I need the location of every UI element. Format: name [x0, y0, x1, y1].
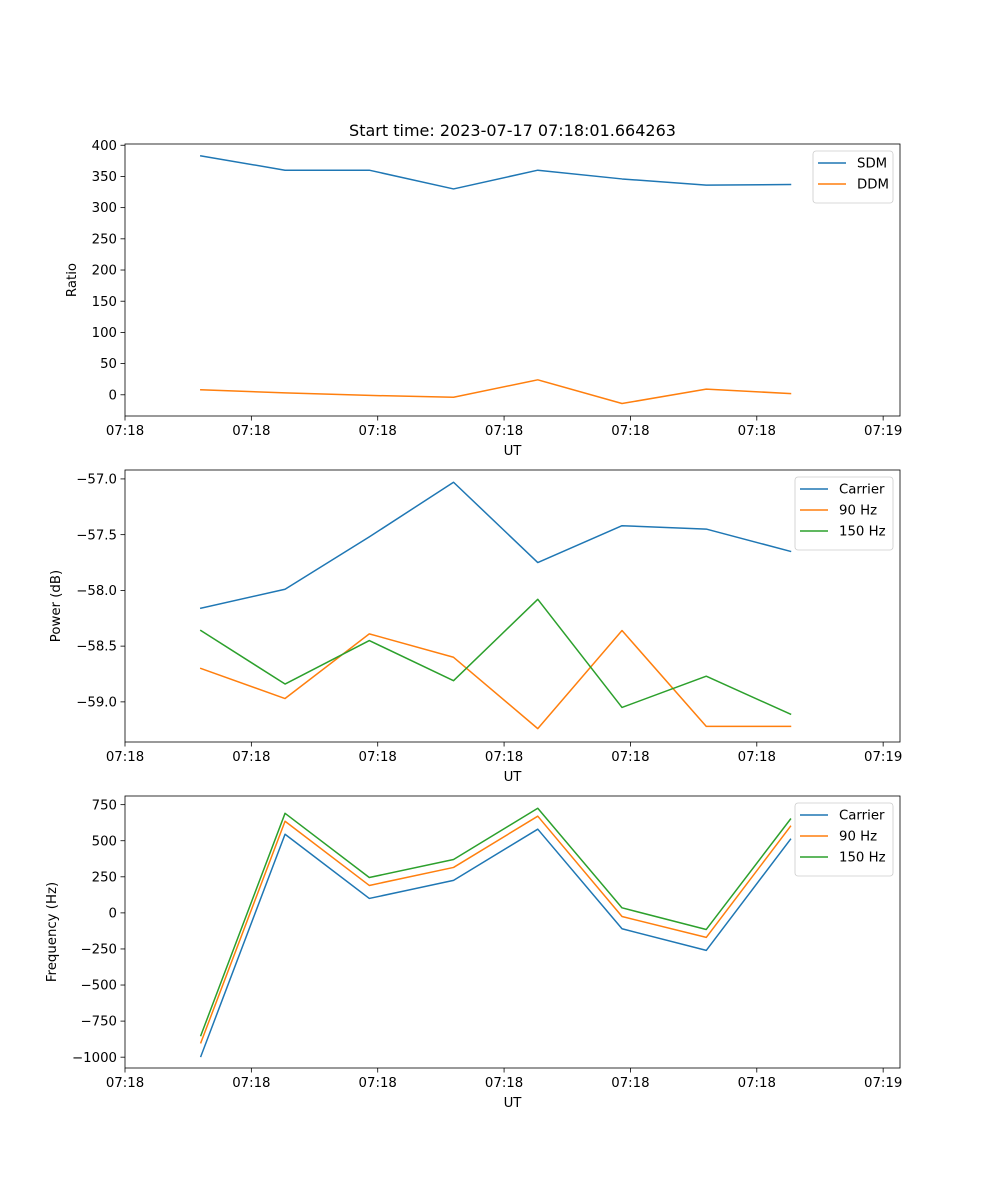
x-tick-label-ratio-2: 07:18 [359, 424, 397, 439]
panels: 07:18 07:18 07:18 07:18 07:18 07:18 07:19 0 50 10… [45, 139, 902, 1111]
series-line-power-1 [199, 629, 792, 730]
y-tick-label-power-0: −59.0 [76, 695, 117, 710]
y-tick-label-power-3: −57.5 [76, 528, 117, 543]
y-tick-label-frequency-4: 0 [109, 906, 117, 921]
x-axis-label-ratio: UT [504, 444, 523, 459]
legend-frequency: Carrier 90 Hz 150 Hz [794, 802, 894, 877]
series-line-ratio-0 [199, 154, 792, 190]
legend-label-ratio-0: SDM [857, 157, 887, 172]
legend-label-ratio-1: DDM [857, 178, 889, 193]
y-tick-label-ratio-0: 0 [109, 388, 117, 403]
y-tick-label-frequency-0: −1000 [72, 1051, 117, 1066]
legend-ratio: SDM DDM [812, 150, 894, 204]
series-line-frequency-2 [199, 807, 792, 1037]
axes-frame-frequency [124, 795, 901, 1069]
x-tick-label-power-0: 07:18 [106, 750, 144, 765]
y-tick-label-ratio-7: 350 [92, 170, 117, 185]
legend-box-ratio [812, 150, 894, 204]
y-axis-label-ratio: Ratio [65, 263, 80, 297]
y-tick-label-frequency-2: −500 [80, 979, 117, 994]
x-tick-label-frequency-0: 07:18 [106, 1076, 144, 1091]
x-tick-label-power-3: 07:18 [485, 750, 523, 765]
legend-label-frequency-0: Carrier [839, 809, 885, 824]
x-tick-label-ratio-6: 07:19 [864, 424, 902, 439]
panel-power: 07:18 07:18 07:18 07:18 07:18 07:18 07:19 −59.0… [49, 469, 902, 785]
series-line-power-2 [199, 598, 792, 716]
y-tick-label-frequency-7: 750 [92, 798, 117, 813]
x-tick-label-ratio-5: 07:18 [738, 424, 776, 439]
y-tick-label-ratio-8: 400 [92, 139, 117, 154]
y-tick-label-power-1: −58.5 [76, 640, 117, 655]
x-tick-label-ratio-1: 07:18 [232, 424, 270, 439]
y-tick-label-ratio-6: 300 [92, 201, 117, 216]
axes-frame-ratio [124, 143, 901, 417]
x-tick-label-frequency-1: 07:18 [232, 1076, 270, 1091]
figure-title: Start time: 2023-07-17 07:18:01.664263 [349, 121, 676, 140]
y-tick-label-frequency-1: −750 [80, 1015, 117, 1030]
x-tick-label-ratio-3: 07:18 [485, 424, 523, 439]
x-tick-label-ratio-4: 07:18 [611, 424, 649, 439]
y-axis-label-power: Power (dB) [49, 570, 64, 642]
x-tick-label-frequency-4: 07:18 [611, 1076, 649, 1091]
y-tick-label-ratio-4: 200 [92, 264, 117, 279]
x-tick-label-power-2: 07:18 [359, 750, 397, 765]
series-line-power-0 [199, 481, 792, 610]
x-tick-label-ratio-0: 07:18 [106, 424, 144, 439]
x-axis-label-power: UT [504, 770, 523, 785]
x-tick-label-power-1: 07:18 [232, 750, 270, 765]
legend-label-frequency-1: 90 Hz [839, 830, 877, 845]
legend-label-frequency-2: 150 Hz [839, 851, 886, 866]
x-tick-label-frequency-5: 07:18 [738, 1076, 776, 1091]
y-tick-label-frequency-6: 500 [92, 834, 117, 849]
legend-label-power-1: 90 Hz [839, 504, 877, 519]
y-tick-label-ratio-2: 100 [92, 326, 117, 341]
x-tick-label-power-4: 07:18 [611, 750, 649, 765]
y-axis-label-frequency: Frequency (Hz) [45, 882, 60, 982]
x-tick-label-frequency-2: 07:18 [359, 1076, 397, 1091]
y-tick-label-frequency-3: −250 [80, 943, 117, 958]
y-tick-label-ratio-3: 150 [92, 295, 117, 310]
y-tick-label-ratio-1: 50 [100, 357, 117, 372]
x-tick-label-frequency-3: 07:18 [485, 1076, 523, 1091]
series-line-frequency-1 [199, 815, 792, 1044]
y-tick-label-frequency-5: 250 [92, 870, 117, 885]
x-tick-label-power-5: 07:18 [738, 750, 776, 765]
y-tick-label-power-2: −58.0 [76, 584, 117, 599]
axes-frame-power [124, 469, 901, 743]
y-tick-label-power-4: −57.0 [76, 473, 117, 488]
series-line-frequency-0 [199, 828, 792, 1058]
legend-label-power-0: Carrier [839, 483, 885, 498]
legend-label-power-2: 150 Hz [839, 525, 886, 540]
x-tick-label-power-6: 07:19 [864, 750, 902, 765]
panel-ratio: 07:18 07:18 07:18 07:18 07:18 07:18 07:19 0 50 10… [65, 139, 902, 459]
x-tick-label-frequency-6: 07:19 [864, 1076, 902, 1091]
legend-power: Carrier 90 Hz 150 Hz [794, 476, 894, 551]
panel-frequency: 07:18 07:18 07:18 07:18 07:18 07:18 07:19 −1000… [45, 795, 902, 1111]
series-line-ratio-1 [200, 379, 792, 405]
y-tick-label-ratio-5: 250 [92, 232, 117, 247]
x-axis-label-frequency: UT [504, 1096, 523, 1111]
